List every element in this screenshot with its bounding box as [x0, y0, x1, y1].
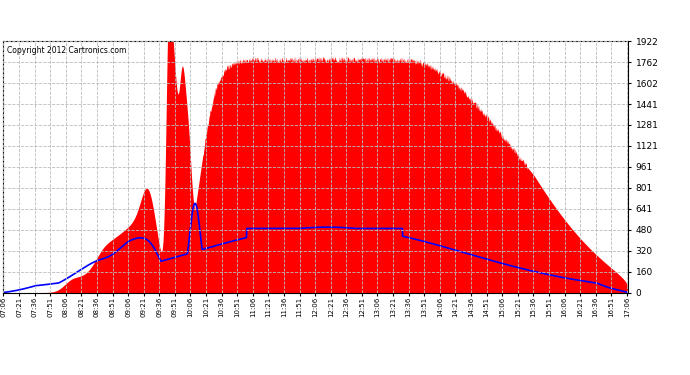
Text: West Array Power (watts red) & Effective Solar Radiation (W/m2 blue) Mon Feb 6 1: West Array Power (watts red) & Effective…	[88, 13, 602, 24]
Text: Copyright 2012 Cartronics.com: Copyright 2012 Cartronics.com	[7, 46, 126, 55]
